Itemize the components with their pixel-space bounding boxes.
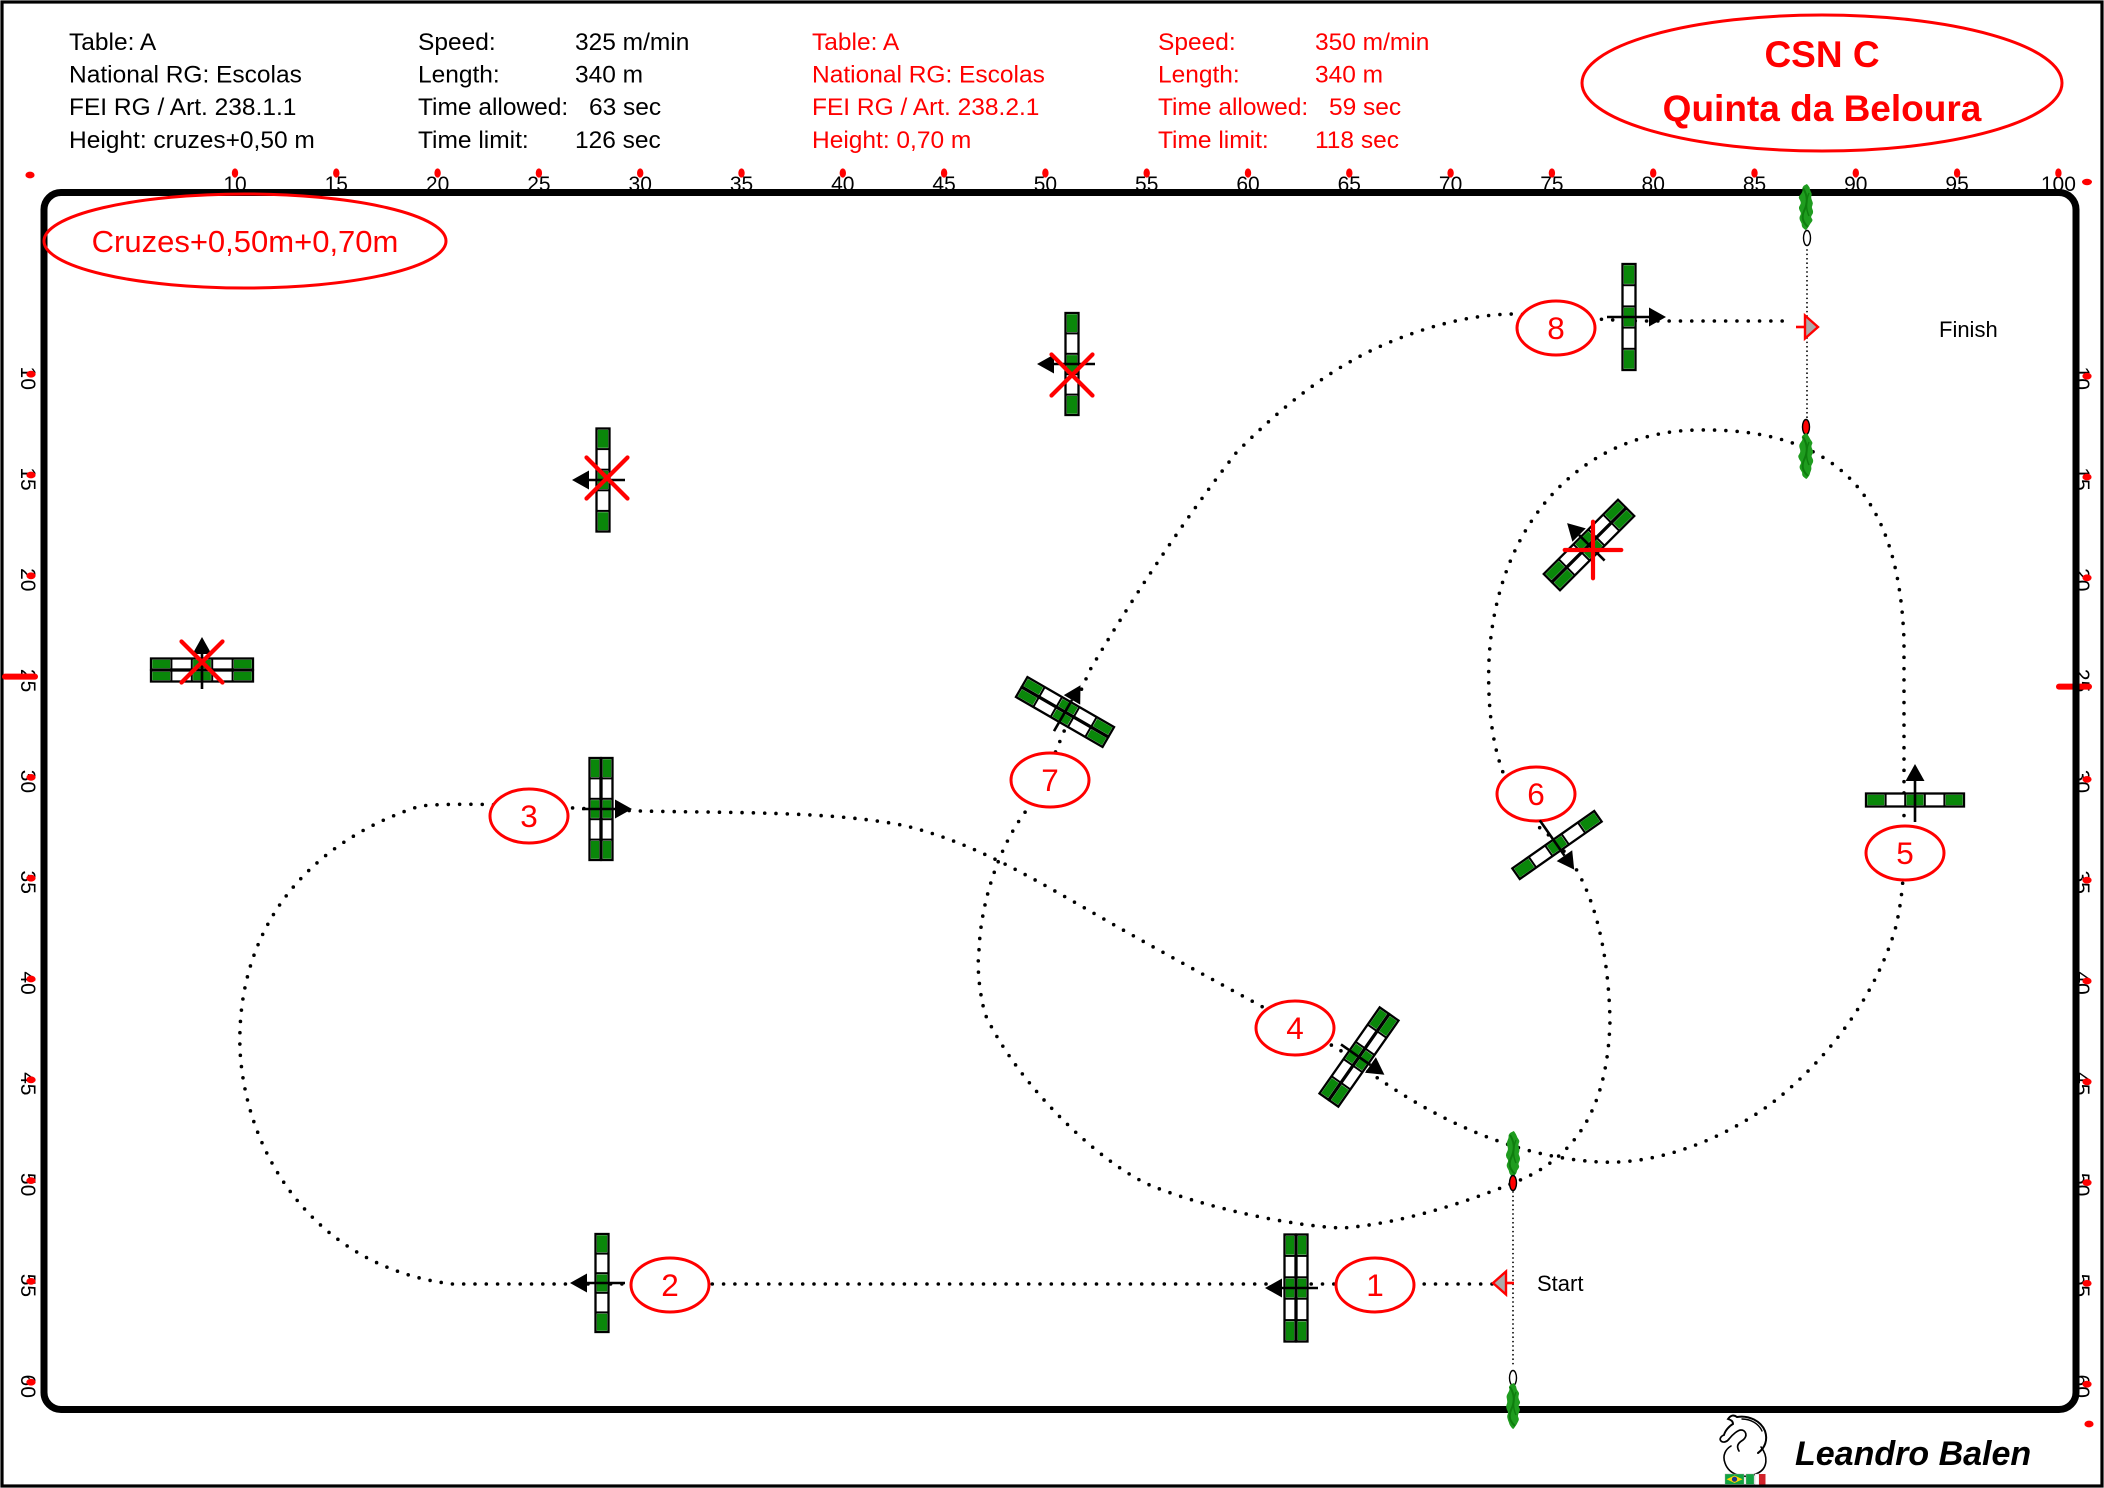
svg-text:Speed:: Speed: — [418, 29, 496, 56]
svg-text:CSN C: CSN C — [1764, 34, 1879, 75]
svg-text:20: 20 — [16, 568, 39, 591]
svg-text:Quinta da Beloura: Quinta da Beloura — [1663, 88, 1982, 129]
svg-text:National RG: Escolas: National RG: Escolas — [812, 62, 1045, 89]
svg-text:59 sec: 59 sec — [1329, 94, 1401, 121]
svg-text:118 sec: 118 sec — [1315, 127, 1399, 154]
svg-text:2: 2 — [661, 1267, 679, 1303]
svg-text:50: 50 — [16, 1173, 39, 1196]
svg-text:15: 15 — [16, 467, 39, 490]
svg-text:FEI RG / Art. 238.2.1: FEI RG / Art. 238.2.1 — [812, 94, 1039, 121]
svg-text:340 m: 340 m — [575, 62, 643, 89]
svg-text:30: 30 — [16, 770, 39, 793]
svg-text:7: 7 — [1041, 762, 1059, 798]
svg-text:Time allowed:: Time allowed: — [418, 94, 568, 121]
svg-text:8: 8 — [1547, 310, 1565, 346]
svg-text:55: 55 — [16, 1274, 39, 1297]
svg-text:Leandro Balen: Leandro Balen — [1795, 1435, 2031, 1473]
svg-text:1: 1 — [1366, 1267, 1384, 1303]
svg-text:25: 25 — [16, 669, 39, 692]
svg-text:5: 5 — [1896, 835, 1914, 871]
svg-text:63 sec: 63 sec — [589, 94, 661, 121]
svg-text:45: 45 — [16, 1072, 39, 1095]
svg-text:Height: 0,70 m: Height: 0,70 m — [812, 127, 971, 154]
svg-text:325 m/min: 325 m/min — [575, 29, 689, 56]
svg-text:340 m: 340 m — [1315, 62, 1383, 89]
svg-text:6: 6 — [1527, 776, 1545, 812]
svg-text:3: 3 — [520, 798, 538, 834]
svg-text:Length:: Length: — [418, 62, 500, 89]
svg-text:Time allowed:: Time allowed: — [1158, 94, 1308, 121]
svg-text:National RG: Escolas: National RG: Escolas — [69, 62, 302, 89]
svg-text:4: 4 — [1286, 1010, 1304, 1046]
svg-text:Finish: Finish — [1939, 317, 1998, 342]
svg-text:126 sec: 126 sec — [575, 127, 661, 154]
svg-text:Speed:: Speed: — [1158, 29, 1236, 56]
svg-text:Time limit:: Time limit: — [418, 127, 529, 154]
svg-text:FEI RG / Art. 238.1.1: FEI RG / Art. 238.1.1 — [69, 94, 296, 121]
svg-text:Length:: Length: — [1158, 62, 1240, 89]
svg-text:Start: Start — [1537, 1271, 1583, 1296]
svg-text:Table: A: Table: A — [812, 29, 900, 56]
svg-text:Time limit:: Time limit: — [1158, 127, 1269, 154]
svg-text:Table: A: Table: A — [69, 29, 157, 56]
svg-text:350 m/min: 350 m/min — [1315, 29, 1429, 56]
svg-text:60: 60 — [16, 1375, 39, 1398]
svg-text:10: 10 — [16, 367, 39, 390]
svg-text:40: 40 — [16, 971, 39, 994]
svg-text:Height: cruzes+0,50 m: Height: cruzes+0,50 m — [69, 127, 315, 154]
svg-text:Cruzes+0,50m+0,70m: Cruzes+0,50m+0,70m — [92, 224, 399, 259]
svg-text:35: 35 — [16, 871, 39, 894]
